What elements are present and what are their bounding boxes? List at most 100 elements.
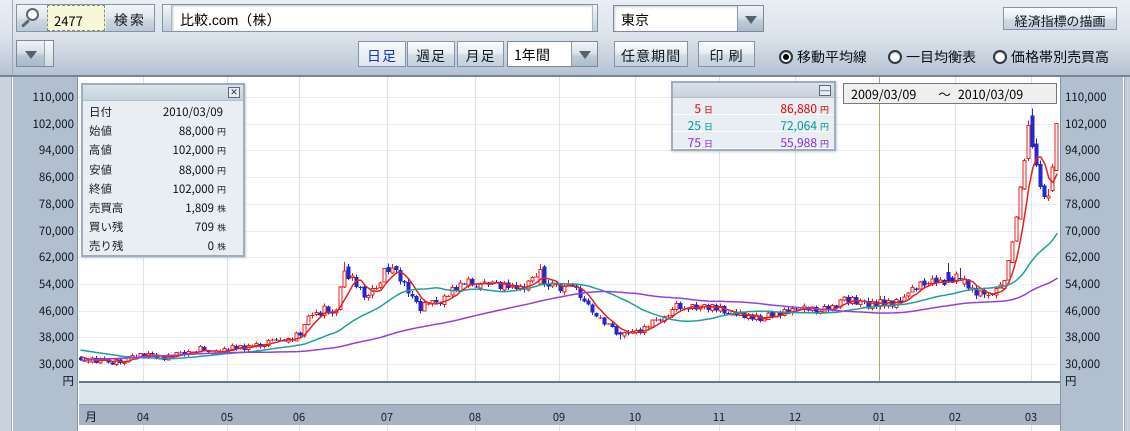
y-axis-left: 110,000 102,000 94,000 86,000 78,000 70,000 62… <box>13 77 78 431</box>
radio-moving-average[interactable]: 移動平均線 <box>779 47 867 67</box>
legend-ma-value: 72,064 <box>780 117 817 134</box>
x-axis-tick-label: 09 <box>552 409 566 425</box>
symbol-search-group: 2477 検索 <box>16 4 155 32</box>
panel-titlebar[interactable]: — <box>673 83 834 98</box>
range-start-date: 2009/03/09 <box>851 84 917 103</box>
tab-weekly[interactable]: 週足 <box>407 41 455 67</box>
x-axis-tick-mark <box>1031 425 1032 431</box>
info-row: 終値 102,000 円 <box>83 178 243 197</box>
dropdown-button[interactable] <box>17 41 44 66</box>
legend-row: 25 日 72,064 円 <box>673 115 834 134</box>
y-axis-tick-label: 62,000 <box>1065 249 1101 265</box>
tab-daily[interactable]: 日足 <box>358 41 406 67</box>
info-row-suffix: 円 <box>216 182 226 196</box>
moving-average-legend-panel[interactable]: — 5 日 86,880 円 25 日 72,064 円 75 日 55,988… <box>671 81 836 151</box>
stock-code-input[interactable]: 2477 <box>47 5 105 31</box>
y-axis-tick-label: 30,000 <box>38 356 74 372</box>
info-row: 安値 88,000 円 <box>83 159 243 178</box>
range-select[interactable]: 1年間 <box>507 41 598 67</box>
y-axis-tick-label: 78,000 <box>1065 196 1101 212</box>
info-row-label: 買い残 <box>89 219 124 236</box>
y-axis-tick-label: 70,000 <box>38 223 74 239</box>
radio-ichimoku[interactable]: 一目均衡表 <box>888 47 976 67</box>
y-axis-tick-label: 94,000 <box>38 142 74 158</box>
info-row-label: 売買高 <box>89 199 124 216</box>
x-axis-tick-mark <box>719 425 720 431</box>
search-icon <box>17 5 47 31</box>
radio-icon <box>993 50 1007 64</box>
y-axis-tick-label: 38,000 <box>1065 329 1101 345</box>
info-row-label: 終値 <box>89 180 112 197</box>
x-axis-tick-mark <box>795 425 796 431</box>
date-range-display: 2009/03/09 ～ 2010/03/09 <box>843 83 1057 104</box>
legend-ma-unit: 日 <box>704 103 714 116</box>
info-row: 売り残 0 株 <box>83 235 243 254</box>
info-row-label: 高値 <box>89 142 112 159</box>
y-axis-tick-label: 46,000 <box>1065 303 1101 319</box>
radio-selected-icon <box>779 50 793 64</box>
close-icon[interactable]: ✕ <box>228 87 240 98</box>
info-row: 始値 88,000 円 <box>83 120 243 139</box>
y-axis-tick-label: 78,000 <box>38 196 74 212</box>
info-row: 日付 2010/03/09 <box>83 101 243 120</box>
x-axis-tick-mark <box>475 425 476 431</box>
exchange-dropdown-button[interactable] <box>737 6 763 31</box>
chevron-down-icon <box>744 15 757 24</box>
x-axis-tick-label: 08 <box>468 409 482 425</box>
y-axis-tick-label: 94,000 <box>1065 142 1101 158</box>
x-axis-tick-mark <box>955 425 956 431</box>
x-axis-tick-label: 06 <box>292 409 306 425</box>
info-row-value: 0 <box>207 238 214 255</box>
range-separator: ～ <box>938 84 951 103</box>
legend-ma-suffix: 円 <box>820 137 830 150</box>
x-axis-tick-label: 02 <box>948 409 962 425</box>
info-row-value: 2010/03/09 <box>162 104 223 120</box>
chart-tool-dropdown[interactable] <box>16 40 54 67</box>
y-axis-tick-label: 86,000 <box>1065 169 1101 185</box>
x-axis-labels: 月 04 05 06 07 08 09 10 11 12 01 02 03 <box>79 404 1060 425</box>
x-axis-tick-label: 05 <box>220 409 234 425</box>
stock-name-input[interactable]: 比較.com（株） <box>172 5 592 31</box>
info-row-value: 709 <box>194 219 214 236</box>
radio-volume-by-price[interactable]: 価格帯別売買高 <box>993 47 1109 67</box>
legend-ma-value: 86,880 <box>780 100 817 117</box>
search-icon-handle <box>21 19 30 28</box>
x-axis-tick-label: 04 <box>136 409 150 425</box>
range-dropdown-button[interactable] <box>571 42 597 66</box>
search-button[interactable]: 検索 <box>105 5 154 31</box>
x-axis-tick-mark <box>387 425 388 431</box>
x-axis-tick-label: 10 <box>628 409 642 425</box>
exchange-select[interactable]: 東京 <box>613 5 764 32</box>
minimize-icon[interactable]: — <box>819 85 831 96</box>
info-row-suffix: 円 <box>216 125 226 139</box>
exchange-select-value: 東京 <box>614 6 737 31</box>
custom-period-button[interactable]: 任意期間 <box>614 41 688 67</box>
info-row: 売買高 1,809 株 <box>83 197 243 216</box>
info-row-suffix: 株 <box>216 201 226 215</box>
x-axis-tick-label: 03 <box>1024 409 1038 425</box>
bottom-frame <box>79 425 1060 431</box>
chart-canvas <box>79 77 1059 381</box>
chevron-down-icon <box>24 50 37 59</box>
y-axis-tick-label: 110,000 <box>32 89 75 105</box>
quote-info-panel[interactable]: ✕ 日付 2010/03/09 始値 88,000 円 高値 102,000 円… <box>81 83 245 257</box>
info-row-label: 売り残 <box>89 238 124 255</box>
y-axis-tick-label: 54,000 <box>38 276 74 292</box>
tab-monthly[interactable]: 月足 <box>457 41 504 67</box>
print-button[interactable]: 印 刷 <box>698 41 755 67</box>
info-row-value: 88,000 <box>178 161 214 178</box>
chevron-down-icon <box>578 50 591 59</box>
y-axis-tick-label: 30,000 <box>1065 356 1101 372</box>
legend-row: 5 日 86,880 円 <box>673 98 834 117</box>
panel-titlebar[interactable]: ✕ <box>83 85 243 101</box>
dropdown-field <box>44 41 53 66</box>
legend-ma-value: 55,988 <box>780 134 817 151</box>
range-select-value: 1年間 <box>508 42 571 66</box>
info-row-label: 日付 <box>89 104 112 120</box>
legend-ma-suffix: 円 <box>820 103 830 116</box>
toolbar-divider <box>12 0 13 75</box>
economic-indicator-button[interactable]: 経済指標の描画 <box>1003 7 1117 30</box>
radio-icon <box>888 50 902 64</box>
info-row-value: 88,000 <box>178 123 214 140</box>
info-row: 買い残 709 株 <box>83 216 243 235</box>
